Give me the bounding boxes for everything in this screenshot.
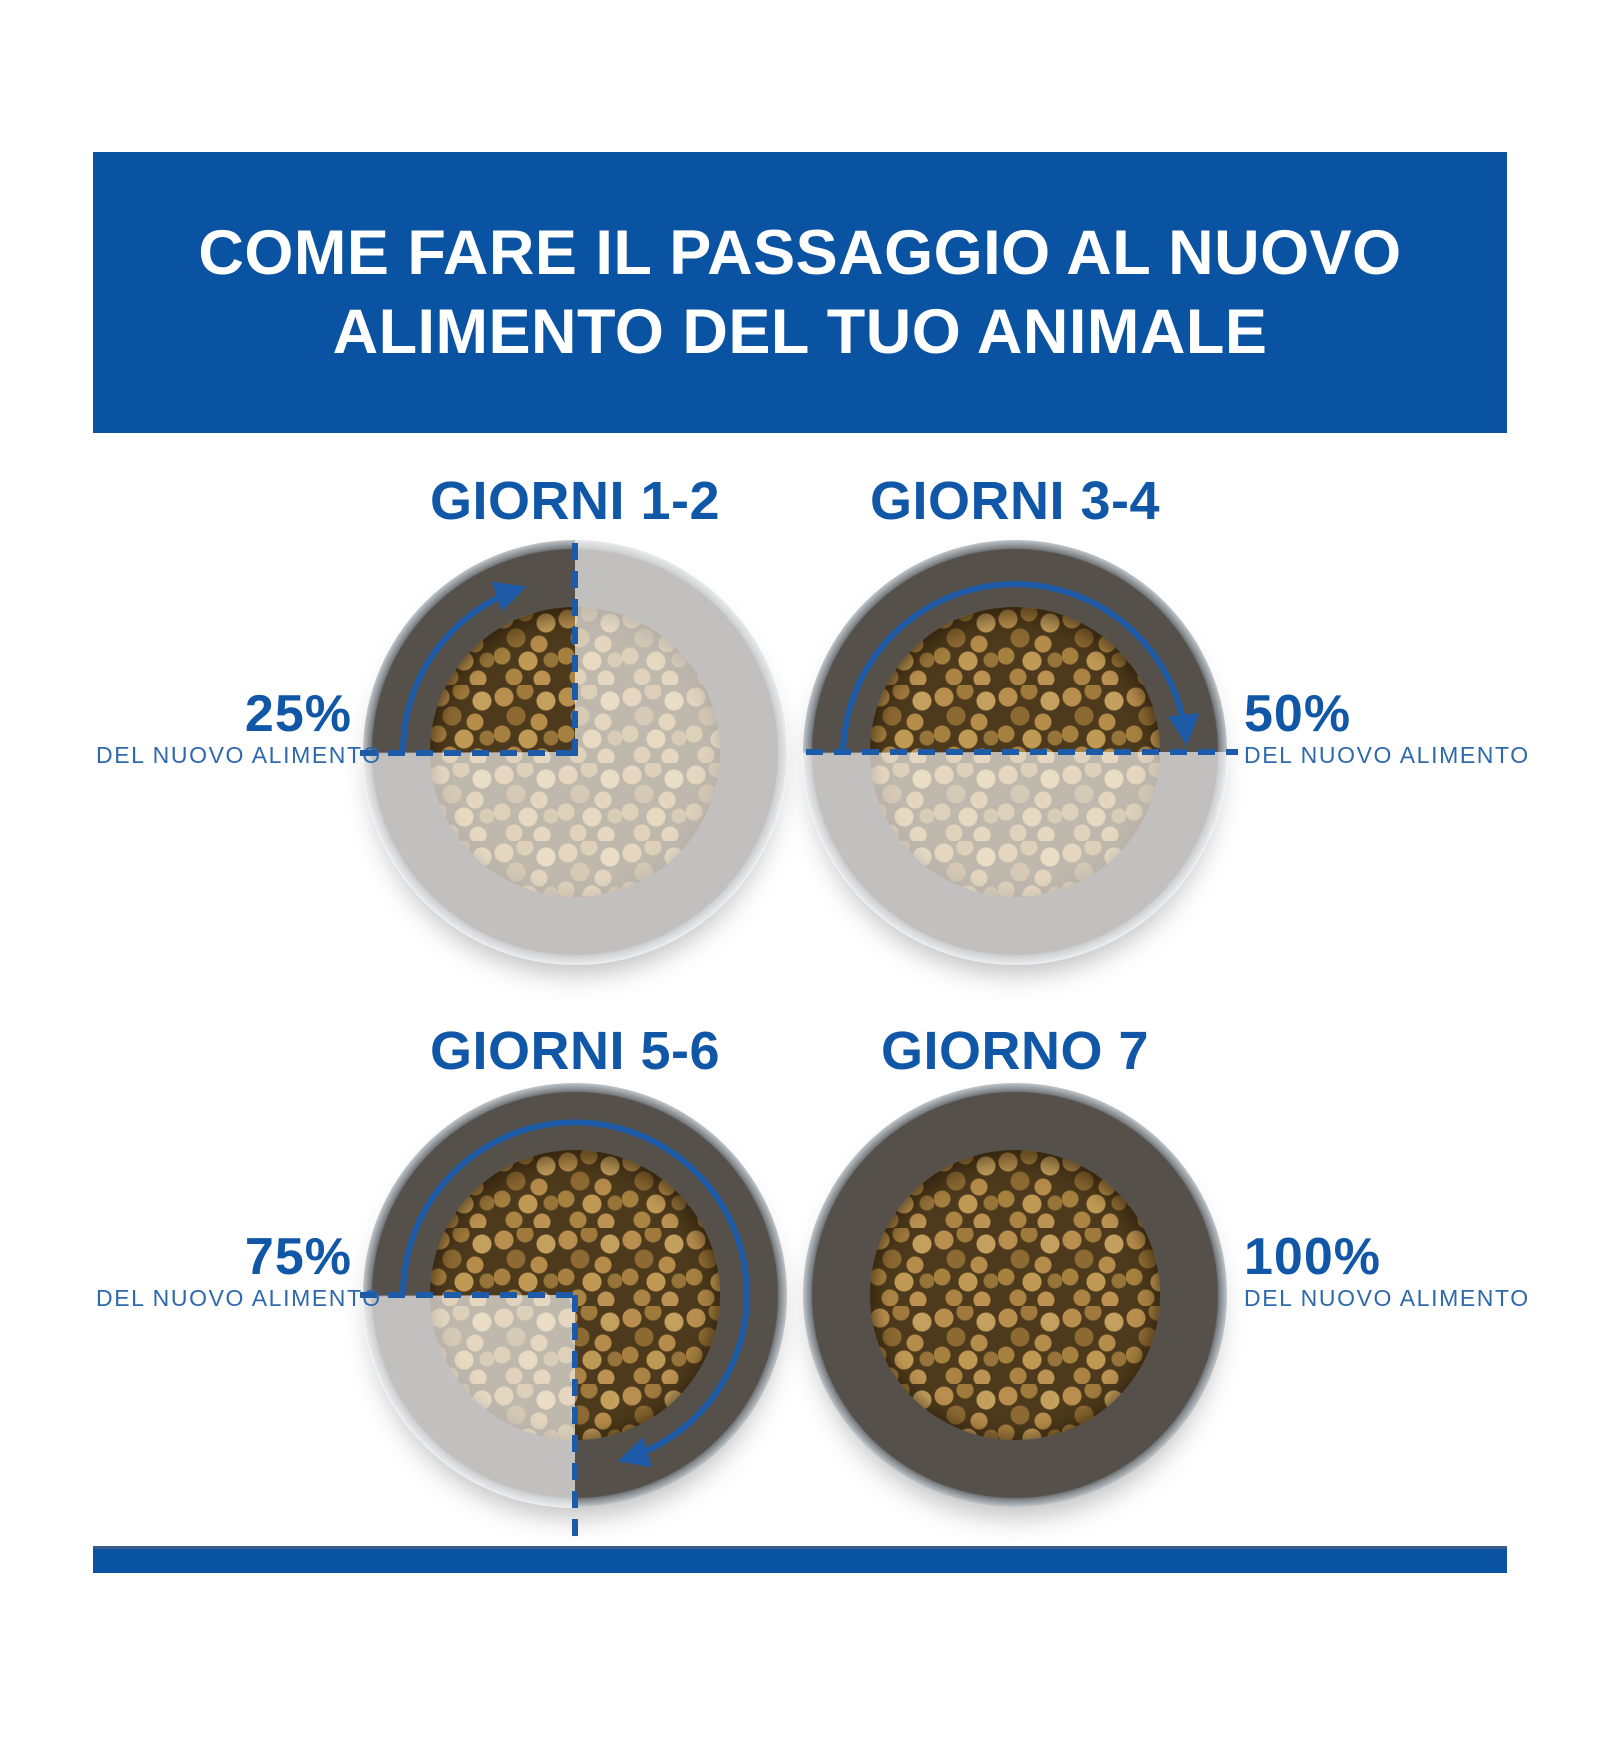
- bowl-2-days-3-4: [802, 539, 1228, 965]
- percent-value-75: 75%: [244, 1228, 352, 1286]
- bowl-4-day-7: [803, 1083, 1227, 1507]
- bowl-3-old-food-faded-overlay: [362, 1082, 788, 1508]
- page-title-line-1: COME FARE IL PASSAGGIO AL NUOVO: [198, 217, 1402, 288]
- percent-sublabel-100: DEL NUOVO ALIMENTO: [1244, 1285, 1530, 1311]
- percent-label-25: 25% DEL NUOVO ALIMENTO: [96, 685, 382, 769]
- percent-value-50: 50%: [1244, 685, 1352, 743]
- bowl-1-days-1-2: [362, 539, 788, 965]
- bowl-3-title: GIORNI 5-6: [429, 1021, 721, 1081]
- bowl-2-title: GIORNI 3-4: [869, 471, 1161, 531]
- footer-divider-bar: [93, 1546, 1507, 1573]
- percent-label-50: 50% DEL NUOVO ALIMENTO: [1244, 686, 1544, 769]
- percent-value-100: 100%: [1244, 1228, 1381, 1286]
- percent-label-75: 75% DEL NUOVO ALIMENTO: [96, 1228, 382, 1312]
- percent-label-100: 100% DEL NUOVO ALIMENTO: [1244, 1229, 1544, 1312]
- percent-sublabel-75: DEL NUOVO ALIMENTO: [96, 1285, 382, 1311]
- bowl-1-title: GIORNI 1-2: [429, 471, 721, 531]
- bowl-4-kibble: [870, 1150, 1160, 1440]
- bowl-1-old-food-faded-overlay: [362, 539, 788, 965]
- bowl-4-title: GIORNO 7: [880, 1021, 1150, 1081]
- page-title-line-2: ALIMENTO DEL TUO ANIMALE: [332, 296, 1268, 367]
- percent-sublabel-50: DEL NUOVO ALIMENTO: [1244, 742, 1530, 768]
- header-banner: COME FARE IL PASSAGGIO AL NUOVO ALIMENTO…: [93, 152, 1507, 433]
- bowl-3-days-5-6: [362, 1082, 788, 1508]
- percent-value-25: 25%: [244, 685, 352, 743]
- bowl-2-old-food-faded-overlay: [802, 539, 1228, 965]
- percent-sublabel-25: DEL NUOVO ALIMENTO: [96, 742, 382, 768]
